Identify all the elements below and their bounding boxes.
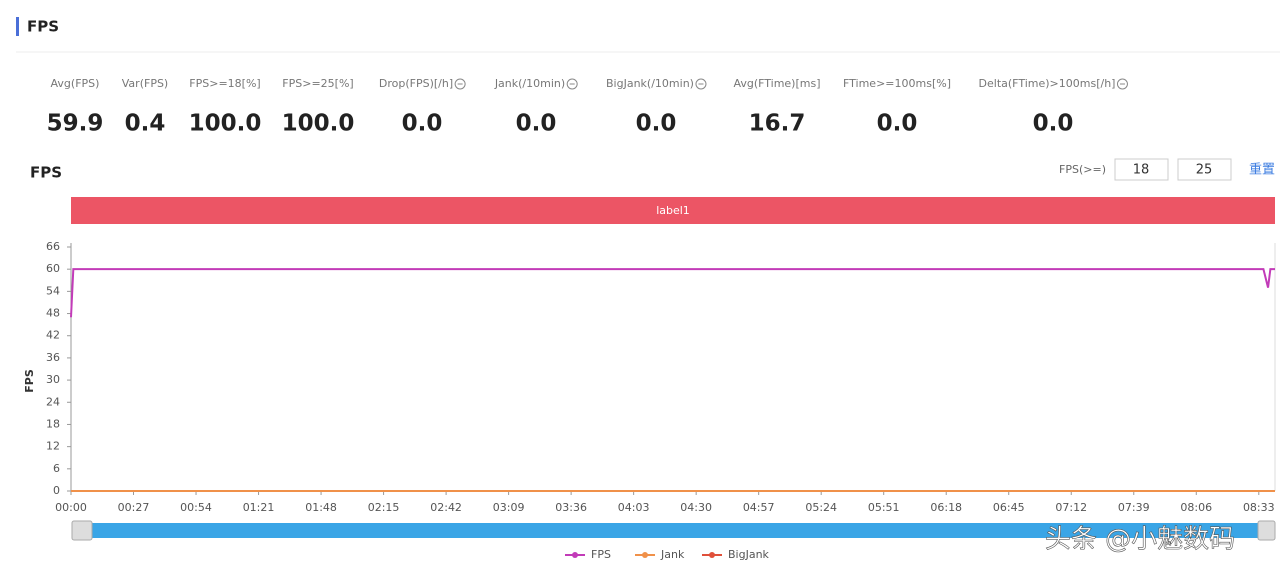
threshold-label: FPS(>=) [1059,163,1106,176]
stat-label: BigJank(/10min) [606,77,694,90]
y-tick-label: 42 [46,329,60,342]
y-tick-label: 0 [53,484,60,497]
threshold-value[interactable]: 18 [1133,163,1150,178]
threshold-value[interactable]: 25 [1196,163,1213,178]
x-tick-label: 03:36 [555,501,587,514]
legend-label: Jank [660,548,685,561]
stat-value: 0.0 [516,111,557,137]
reset-link[interactable]: 重置 [1249,162,1275,178]
stat-label: Delta(FTime)>100ms[/h] [979,77,1116,90]
x-tick-label: 02:42 [430,501,462,514]
stat-value: 16.7 [749,111,806,137]
x-tick-label: 07:39 [1118,501,1150,514]
slider-handle[interactable] [71,520,93,541]
legend-dot [642,552,648,558]
stat-label: FPS>=25[%] [282,77,353,90]
x-tick-label: 06:45 [993,501,1025,514]
label-band [71,197,1275,224]
y-tick-label: 12 [46,440,60,453]
stat-value: 0.4 [125,111,166,137]
y-tick-label: 30 [46,373,60,386]
watermark: 头条 @小魅数码 [1045,525,1235,555]
threshold-input[interactable] [1177,158,1232,181]
legend-label: BigJank [728,548,770,561]
y-tick-label: 6 [53,462,60,475]
x-tick-label: 03:09 [493,501,525,514]
y-axis-label: FPS [23,369,36,393]
stat-value: 100.0 [189,111,262,137]
x-tick-label: 00:00 [55,501,87,514]
x-tick-label: 06:18 [930,501,962,514]
stat-value: 0.0 [636,111,677,137]
stat-label: Avg(FTime)[ms] [733,77,820,90]
x-tick-label: 04:30 [680,501,712,514]
stat-label: Var(FPS) [122,77,168,90]
header-title: FPS [27,18,59,36]
threshold-input[interactable] [1114,158,1169,181]
x-tick-label: 00:54 [180,501,212,514]
stat-value: 0.0 [877,111,918,137]
header-accent [16,17,19,36]
info-icon [1116,78,1128,90]
x-tick-label: 04:03 [618,501,650,514]
slider-handle[interactable] [1257,520,1276,541]
x-tick-label: 05:51 [868,501,900,514]
y-tick-label: 24 [46,395,60,408]
info-icon [566,78,578,90]
legend-dot [572,552,578,558]
zoom-slider[interactable] [72,523,1275,538]
info-icon [454,78,466,90]
stat-label: FTime>=100ms[%] [843,77,951,90]
series-line [70,268,1275,318]
x-tick-label: 00:27 [118,501,150,514]
legend-dot [709,552,715,558]
y-tick-label: 54 [46,284,60,297]
x-tick-label: 02:15 [368,501,400,514]
y-tick-label: 60 [46,262,60,275]
stat-value: 0.0 [1033,111,1074,137]
stat-label: FPS>=18[%] [189,77,260,90]
x-tick-label: 05:24 [805,501,837,514]
y-tick-label: 36 [46,351,60,364]
band-label: label1 [656,204,690,217]
stat-value: 100.0 [282,111,355,137]
x-tick-label: 01:21 [243,501,275,514]
x-tick-label: 01:48 [305,501,337,514]
legend-label: FPS [591,548,611,561]
x-tick-label: 07:12 [1055,501,1087,514]
stat-label: Avg(FPS) [51,77,100,90]
stat-value: 59.9 [47,111,104,137]
chart-title: FPS [30,164,62,182]
stat-label: Drop(FPS)[/h] [379,77,453,90]
x-tick-label: 08:33 [1243,501,1275,514]
stat-value: 0.0 [402,111,443,137]
info-icon [695,78,707,90]
stat-label: Jank(/10min) [494,77,565,90]
x-tick-label: 08:06 [1180,501,1212,514]
x-tick-label: 04:57 [743,501,775,514]
y-tick-label: 48 [46,307,60,320]
y-tick-label: 18 [46,417,60,430]
y-tick-label: 66 [46,240,60,253]
